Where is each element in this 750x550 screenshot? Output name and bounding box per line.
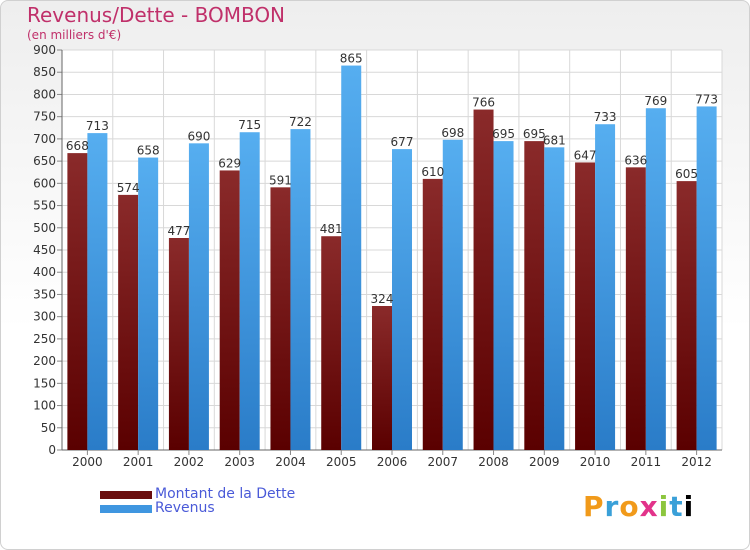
- bar-debt: [321, 236, 342, 450]
- x-tick-label: 2003: [224, 455, 255, 469]
- data-label-debt: 647: [574, 148, 597, 162]
- y-tick-label: 250: [33, 332, 56, 346]
- y-tick-label: 0: [48, 443, 56, 457]
- y-tick-label: 600: [33, 176, 56, 190]
- proxiti-logo: Proxiti: [583, 490, 694, 523]
- data-label-debt: 636: [624, 153, 647, 167]
- data-label-revenus: 695: [492, 127, 515, 141]
- y-tick-label: 400: [33, 265, 56, 279]
- y-tick-label: 900: [33, 43, 56, 57]
- data-label-revenus: 681: [543, 133, 566, 147]
- bar-revenus: [239, 132, 260, 450]
- bar-debt: [118, 194, 139, 450]
- y-tick-label: 50: [41, 421, 56, 435]
- data-label-revenus: 722: [289, 115, 312, 129]
- y-tick-label: 200: [33, 354, 56, 368]
- bar-debt: [575, 162, 596, 450]
- bar-debt: [422, 178, 443, 450]
- x-tick-label: 2011: [631, 455, 662, 469]
- x-tick-label: 2002: [174, 455, 205, 469]
- x-tick-label: 2009: [529, 455, 560, 469]
- data-label-revenus: 658: [137, 144, 160, 158]
- data-label-revenus: 677: [391, 135, 414, 149]
- bar-revenus: [392, 149, 412, 450]
- data-label-debt: 629: [218, 156, 241, 170]
- bar-revenus: [290, 129, 311, 450]
- legend-label-debt: Montant de la Dette: [155, 486, 296, 502]
- legend-swatch-revenus: [100, 505, 152, 513]
- legend-label-revenus: Revenus: [155, 500, 215, 516]
- y-tick-label: 550: [33, 199, 56, 213]
- bar-revenus: [341, 65, 362, 451]
- y-tick-label: 800: [33, 87, 56, 101]
- data-label-revenus: 733: [594, 110, 617, 124]
- data-label-revenus: 713: [86, 119, 109, 133]
- bar-revenus: [645, 108, 666, 450]
- data-label-debt: 477: [167, 224, 190, 238]
- bar-revenus: [138, 157, 159, 451]
- bar-debt: [372, 306, 392, 450]
- bar-debt: [524, 141, 545, 450]
- data-label-revenus: 865: [340, 52, 363, 66]
- y-tick-label: 650: [33, 154, 56, 168]
- y-tick-label: 750: [33, 110, 56, 124]
- data-label-revenus: 698: [441, 126, 464, 140]
- bar-debt: [625, 167, 646, 451]
- data-label-revenus: 773: [695, 92, 718, 106]
- data-label-revenus: 690: [187, 129, 210, 143]
- logo-letter: i: [683, 490, 695, 523]
- logo-letter: i: [658, 490, 670, 523]
- x-tick-label: 2007: [427, 455, 458, 469]
- data-label-debt: 695: [523, 127, 546, 141]
- bar-revenus: [188, 143, 209, 451]
- data-label-debt: 766: [472, 96, 495, 110]
- data-label-debt: 481: [320, 222, 343, 236]
- data-label-debt: 324: [371, 292, 394, 306]
- y-tick-label: 300: [33, 310, 56, 324]
- y-tick-label: 450: [33, 243, 56, 257]
- x-tick-label: 2004: [275, 455, 306, 469]
- bar-debt: [676, 181, 697, 450]
- data-label-debt: 574: [117, 181, 140, 195]
- bar-debt: [473, 109, 494, 451]
- legend-swatch-debt: [100, 491, 152, 499]
- x-tick-label: 2001: [123, 455, 154, 469]
- logo-letter: P: [583, 490, 605, 523]
- data-label-revenus: 715: [238, 118, 261, 132]
- y-tick-label: 150: [33, 376, 56, 390]
- logo-letter: o: [619, 490, 640, 523]
- x-tick-label: 2012: [681, 455, 712, 469]
- data-label-debt: 605: [675, 167, 698, 181]
- bar-debt: [168, 238, 189, 450]
- bar-revenus: [442, 139, 463, 450]
- logo-letter: t: [669, 490, 684, 523]
- x-tick-label: 2006: [377, 455, 408, 469]
- y-tick-label: 350: [33, 287, 56, 301]
- y-tick-label: 700: [33, 132, 56, 146]
- x-tick-label: 2005: [326, 455, 357, 469]
- x-tick-label: 2000: [72, 455, 103, 469]
- y-tick-label: 100: [33, 399, 56, 413]
- chart-title: Revenus/Dette - BOMBON: [27, 3, 286, 27]
- bar-revenus: [493, 141, 514, 450]
- data-label-debt: 668: [66, 139, 89, 153]
- y-tick-label: 500: [33, 221, 56, 235]
- bar-revenus: [696, 106, 717, 450]
- bar-revenus: [595, 124, 616, 450]
- data-label-revenus: 769: [644, 94, 667, 108]
- y-tick-label: 850: [33, 65, 56, 79]
- chart-subtitle: (en milliers d'€): [27, 28, 122, 42]
- data-label-debt: 591: [269, 173, 292, 187]
- data-label-debt: 610: [421, 165, 444, 179]
- logo-letter: r: [604, 490, 620, 523]
- x-tick-label: 2010: [580, 455, 611, 469]
- bar-revenus: [87, 133, 108, 450]
- bar-debt: [67, 153, 88, 450]
- bar-debt: [270, 187, 291, 451]
- bar-debt: [219, 170, 240, 450]
- logo-letter: x: [639, 490, 659, 523]
- x-tick-label: 2008: [478, 455, 509, 469]
- bar-revenus: [544, 147, 565, 451]
